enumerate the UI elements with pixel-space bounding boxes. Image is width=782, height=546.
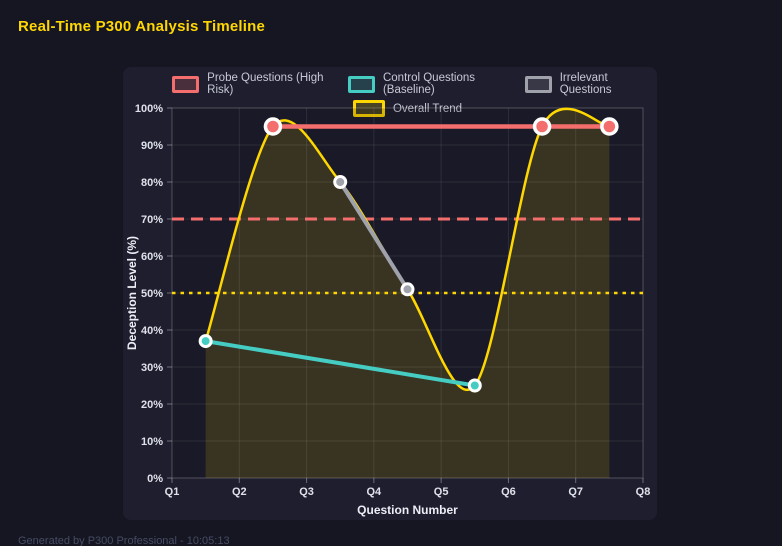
legend-item-label: Irrelevant Questions (559, 72, 612, 96)
y-tick-label: 60% (141, 251, 163, 263)
legend-item-label: Probe Questions (High Risk) (207, 72, 324, 96)
y-tick-label: 100% (135, 103, 163, 115)
chart-panel: Probe Questions (High Risk) Control Quest… (123, 67, 657, 520)
legend-item[interactable]: Irrelevant Questions (524, 72, 643, 96)
x-tick-label: Q5 (434, 486, 449, 498)
legend-item[interactable]: Probe Questions (High Risk) (172, 72, 326, 96)
data-point[interactable] (600, 117, 619, 136)
y-tick-label: 90% (141, 140, 163, 152)
legend-item[interactable]: Overall Trend (352, 100, 462, 117)
footer-note: Generated by P300 Professional - 10:05:1… (18, 535, 230, 546)
y-axis-title: Deception Level (%) (125, 236, 139, 350)
y-tick-label: 0% (147, 473, 163, 485)
y-tick-label: 80% (141, 177, 163, 189)
x-tick-label: Q2 (232, 486, 247, 498)
legend-row: Probe Questions (High Risk) Control Quest… (172, 72, 643, 96)
x-axis-title: Question Number (357, 503, 458, 517)
x-tick-label: Q7 (568, 486, 583, 498)
y-tick-label: 20% (141, 399, 163, 411)
data-point[interactable] (532, 117, 552, 136)
x-tick-label: Q3 (299, 486, 314, 498)
y-tick-label: 70% (141, 214, 163, 226)
x-tick-label: Q4 (367, 486, 383, 498)
legend-item[interactable]: Control Questions (Baseline) (347, 72, 503, 96)
y-tick-label: 50% (141, 288, 163, 300)
legend-swatch-icon (524, 75, 552, 93)
x-tick-label: Q1 (165, 486, 180, 498)
y-tick-label: 30% (141, 362, 163, 374)
legend-swatch-icon (347, 75, 375, 93)
y-tick-label: 10% (141, 436, 163, 448)
chart-legend: Probe Questions (High Risk) Control Quest… (172, 72, 643, 117)
data-point[interactable] (400, 282, 415, 297)
x-tick-label: Q8 (636, 486, 651, 498)
x-tick-label: Q6 (501, 486, 516, 498)
legend-swatch-icon (352, 100, 385, 117)
data-point[interactable] (467, 378, 482, 393)
legend-row: Overall Trend (352, 100, 462, 117)
y-tick-label: 40% (141, 325, 163, 337)
legend-swatch-icon (172, 75, 200, 93)
data-point[interactable] (333, 175, 348, 189)
series-line-irrelevant (338, 180, 410, 292)
page-title: Real-Time P300 Analysis Timeline (18, 18, 266, 35)
series-line-control (203, 339, 477, 388)
data-point[interactable] (198, 334, 213, 349)
legend-item-label: Overall Trend (393, 103, 462, 115)
data-point[interactable] (263, 117, 283, 136)
timeline-chart: Q1 Q2 Q3 Q4 Q5 Q6 Q7 Q8 0% 10% 20% 30% 40% 50% 60% 70% 8… (125, 103, 651, 517)
legend-item-label: Control Questions (Baseline) (382, 72, 476, 96)
